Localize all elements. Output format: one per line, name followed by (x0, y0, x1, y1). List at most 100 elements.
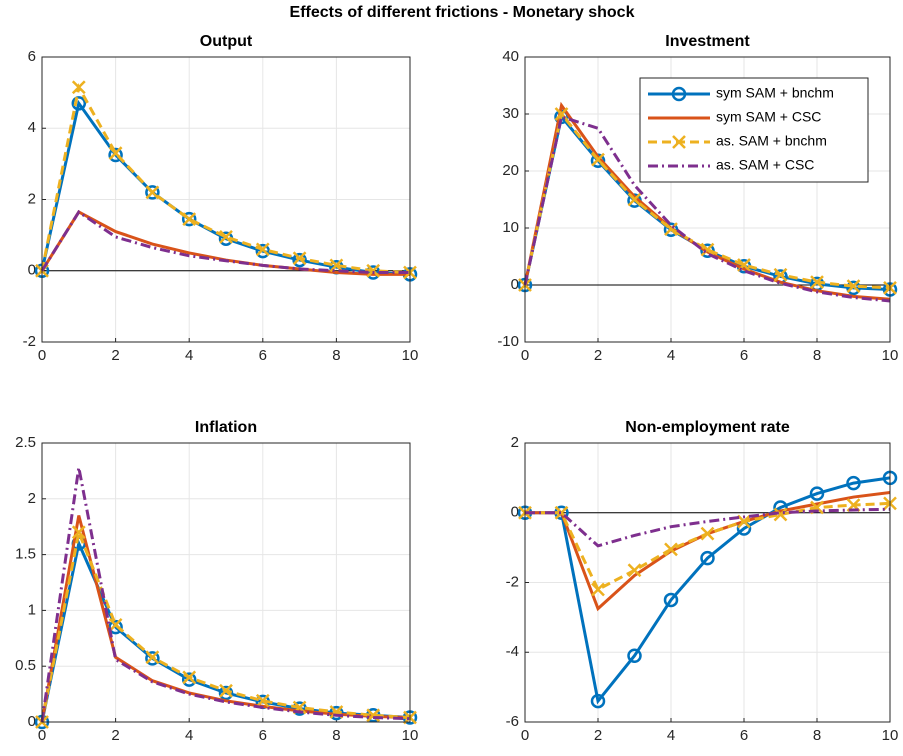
x-tick-label: 0 (521, 347, 529, 364)
x-tick-label: 2 (111, 347, 119, 364)
x-tick-label: 8 (813, 727, 821, 744)
marker (219, 230, 233, 244)
marker (145, 651, 160, 666)
x-tick-label: 8 (332, 347, 340, 364)
marker (108, 147, 123, 163)
marker (591, 582, 605, 597)
marker (366, 263, 381, 278)
subplot-title: Investment (665, 33, 750, 50)
series-line (40, 209, 410, 275)
x-tick-label: 8 (813, 347, 821, 364)
marker (773, 267, 788, 282)
x-tick-label: 6 (259, 727, 267, 744)
y-tick-label: 10 (502, 219, 519, 236)
y-tick-label: 1 (28, 601, 36, 618)
x-tick-label: 4 (185, 727, 193, 744)
marker (71, 525, 86, 540)
legend-label: as. SAM + bnchm (716, 133, 827, 149)
axes-box (524, 56, 891, 343)
marker (627, 192, 642, 207)
marker (809, 486, 825, 501)
y-tick-label: -2 (506, 573, 519, 590)
x-tick-label: 6 (259, 347, 267, 364)
x-tick-label: 2 (111, 727, 119, 744)
series-line (40, 99, 411, 276)
axes-box (41, 56, 411, 343)
marker (554, 107, 569, 121)
x-tick-label: 2 (594, 347, 602, 364)
figure-title: Effects of different frictions - Monetar… (290, 4, 635, 21)
marker (182, 670, 197, 685)
x-tick-label: 2 (594, 727, 602, 744)
y-tick-label: 0 (511, 276, 519, 293)
x-tick-label: 10 (402, 347, 419, 364)
y-tick-label: 40 (502, 48, 519, 65)
marker (591, 152, 605, 167)
y-tick-label: -6 (506, 713, 519, 730)
marker (329, 258, 344, 273)
x-tick-label: 6 (740, 347, 748, 364)
x-tick-label: 8 (332, 727, 340, 744)
legend-label: sym SAM + CSC (716, 109, 821, 125)
y-tick-label: -2 (23, 333, 36, 350)
y-tick-label: 30 (502, 105, 519, 122)
marker (108, 618, 123, 632)
marker (181, 672, 197, 687)
marker (590, 693, 606, 709)
legend-label: as. SAM + CSC (716, 157, 814, 173)
marker (292, 252, 307, 268)
y-tick-label: 20 (502, 162, 519, 179)
marker (846, 475, 861, 491)
y-tick-label: 0 (28, 262, 36, 279)
marker (71, 80, 86, 95)
y-tick-label: 2.5 (15, 434, 36, 451)
legend-marker (672, 135, 686, 149)
marker (292, 251, 307, 266)
y-tick-label: 6 (28, 48, 36, 65)
y-tick-label: -10 (497, 333, 519, 350)
x-tick-label: 0 (38, 727, 46, 744)
y-tick-label: 1.5 (15, 546, 36, 563)
marker (255, 693, 270, 708)
marker (182, 212, 197, 226)
marker (737, 514, 751, 529)
axes-box (41, 442, 411, 723)
marker (218, 685, 234, 701)
marker (627, 563, 642, 578)
marker (145, 185, 160, 200)
y-tick-label: 2 (28, 490, 36, 507)
y-tick-label: 4 (28, 119, 36, 136)
marker (627, 648, 642, 663)
y-tick-label: 0.5 (15, 657, 36, 674)
x-tick-label: 10 (402, 727, 419, 744)
x-tick-label: 10 (882, 727, 899, 744)
marker (71, 96, 87, 111)
marker (700, 550, 715, 566)
marker (664, 222, 678, 237)
marker (181, 211, 197, 227)
marker (663, 592, 679, 608)
marker (108, 146, 123, 161)
marker (145, 650, 160, 665)
marker (773, 507, 788, 522)
legend-label: sym SAM + bnchm (716, 85, 834, 101)
y-tick-label: 2 (28, 190, 36, 207)
marker (810, 275, 824, 290)
marker (700, 526, 715, 541)
series-line (525, 476, 891, 705)
subplot-title: Output (200, 33, 253, 50)
subplot-title: Non-employment rate (625, 419, 790, 436)
marker (700, 242, 715, 257)
y-tick-label: 2 (511, 434, 519, 451)
x-tick-label: 4 (185, 347, 193, 364)
x-tick-label: 4 (667, 347, 675, 364)
y-tick-label: -4 (506, 643, 519, 660)
x-tick-label: 0 (521, 727, 529, 744)
y-tick-label: 0 (28, 713, 36, 730)
x-tick-label: 4 (667, 727, 675, 744)
marker (255, 242, 270, 257)
marker (846, 279, 861, 294)
x-tick-label: 0 (38, 347, 46, 364)
marker (663, 222, 679, 237)
